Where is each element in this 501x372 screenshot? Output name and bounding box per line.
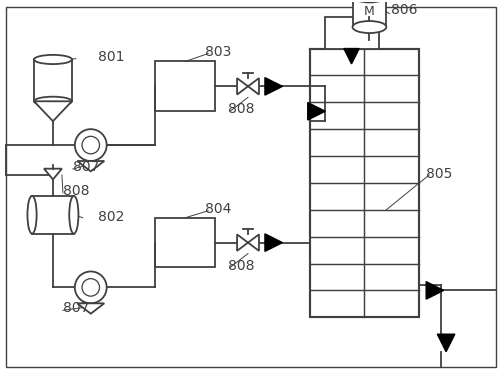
Bar	[34, 60, 72, 101]
Ellipse shape	[28, 196, 37, 234]
Text: 801: 801	[98, 51, 124, 64]
Polygon shape	[247, 78, 259, 94]
Text: 806: 806	[391, 3, 417, 17]
Ellipse shape	[69, 196, 78, 234]
Polygon shape	[34, 101, 72, 121]
Polygon shape	[247, 234, 259, 251]
Bar	[155, 218, 215, 267]
Text: 803: 803	[205, 45, 231, 58]
Polygon shape	[307, 102, 325, 120]
Ellipse shape	[352, 21, 386, 33]
Polygon shape	[44, 169, 62, 179]
Circle shape	[82, 136, 99, 154]
Polygon shape	[236, 234, 247, 251]
Polygon shape	[343, 48, 359, 64]
Polygon shape	[236, 78, 247, 94]
Ellipse shape	[352, 0, 386, 2]
Text: M: M	[363, 5, 374, 18]
Text: 802: 802	[98, 210, 124, 224]
Ellipse shape	[34, 97, 72, 106]
Bar	[324, 17, 379, 48]
Text: 808: 808	[63, 184, 89, 198]
Polygon shape	[265, 234, 282, 251]
Text: 807: 807	[73, 160, 99, 174]
Circle shape	[75, 129, 107, 161]
Circle shape	[82, 279, 99, 296]
Polygon shape	[436, 334, 454, 352]
Bar	[309, 48, 418, 317]
Circle shape	[75, 272, 107, 303]
Polygon shape	[77, 161, 104, 171]
Polygon shape	[265, 78, 282, 95]
Text: 807: 807	[63, 301, 89, 315]
Text: 804: 804	[205, 202, 231, 216]
Bar	[155, 61, 215, 111]
Bar	[32, 196, 74, 234]
Polygon shape	[77, 303, 104, 314]
Ellipse shape	[34, 55, 72, 64]
Bar	[352, 0, 386, 27]
Polygon shape	[425, 282, 443, 299]
Text: 805: 805	[425, 167, 451, 181]
Text: 808: 808	[227, 260, 254, 273]
Text: 808: 808	[227, 102, 254, 116]
